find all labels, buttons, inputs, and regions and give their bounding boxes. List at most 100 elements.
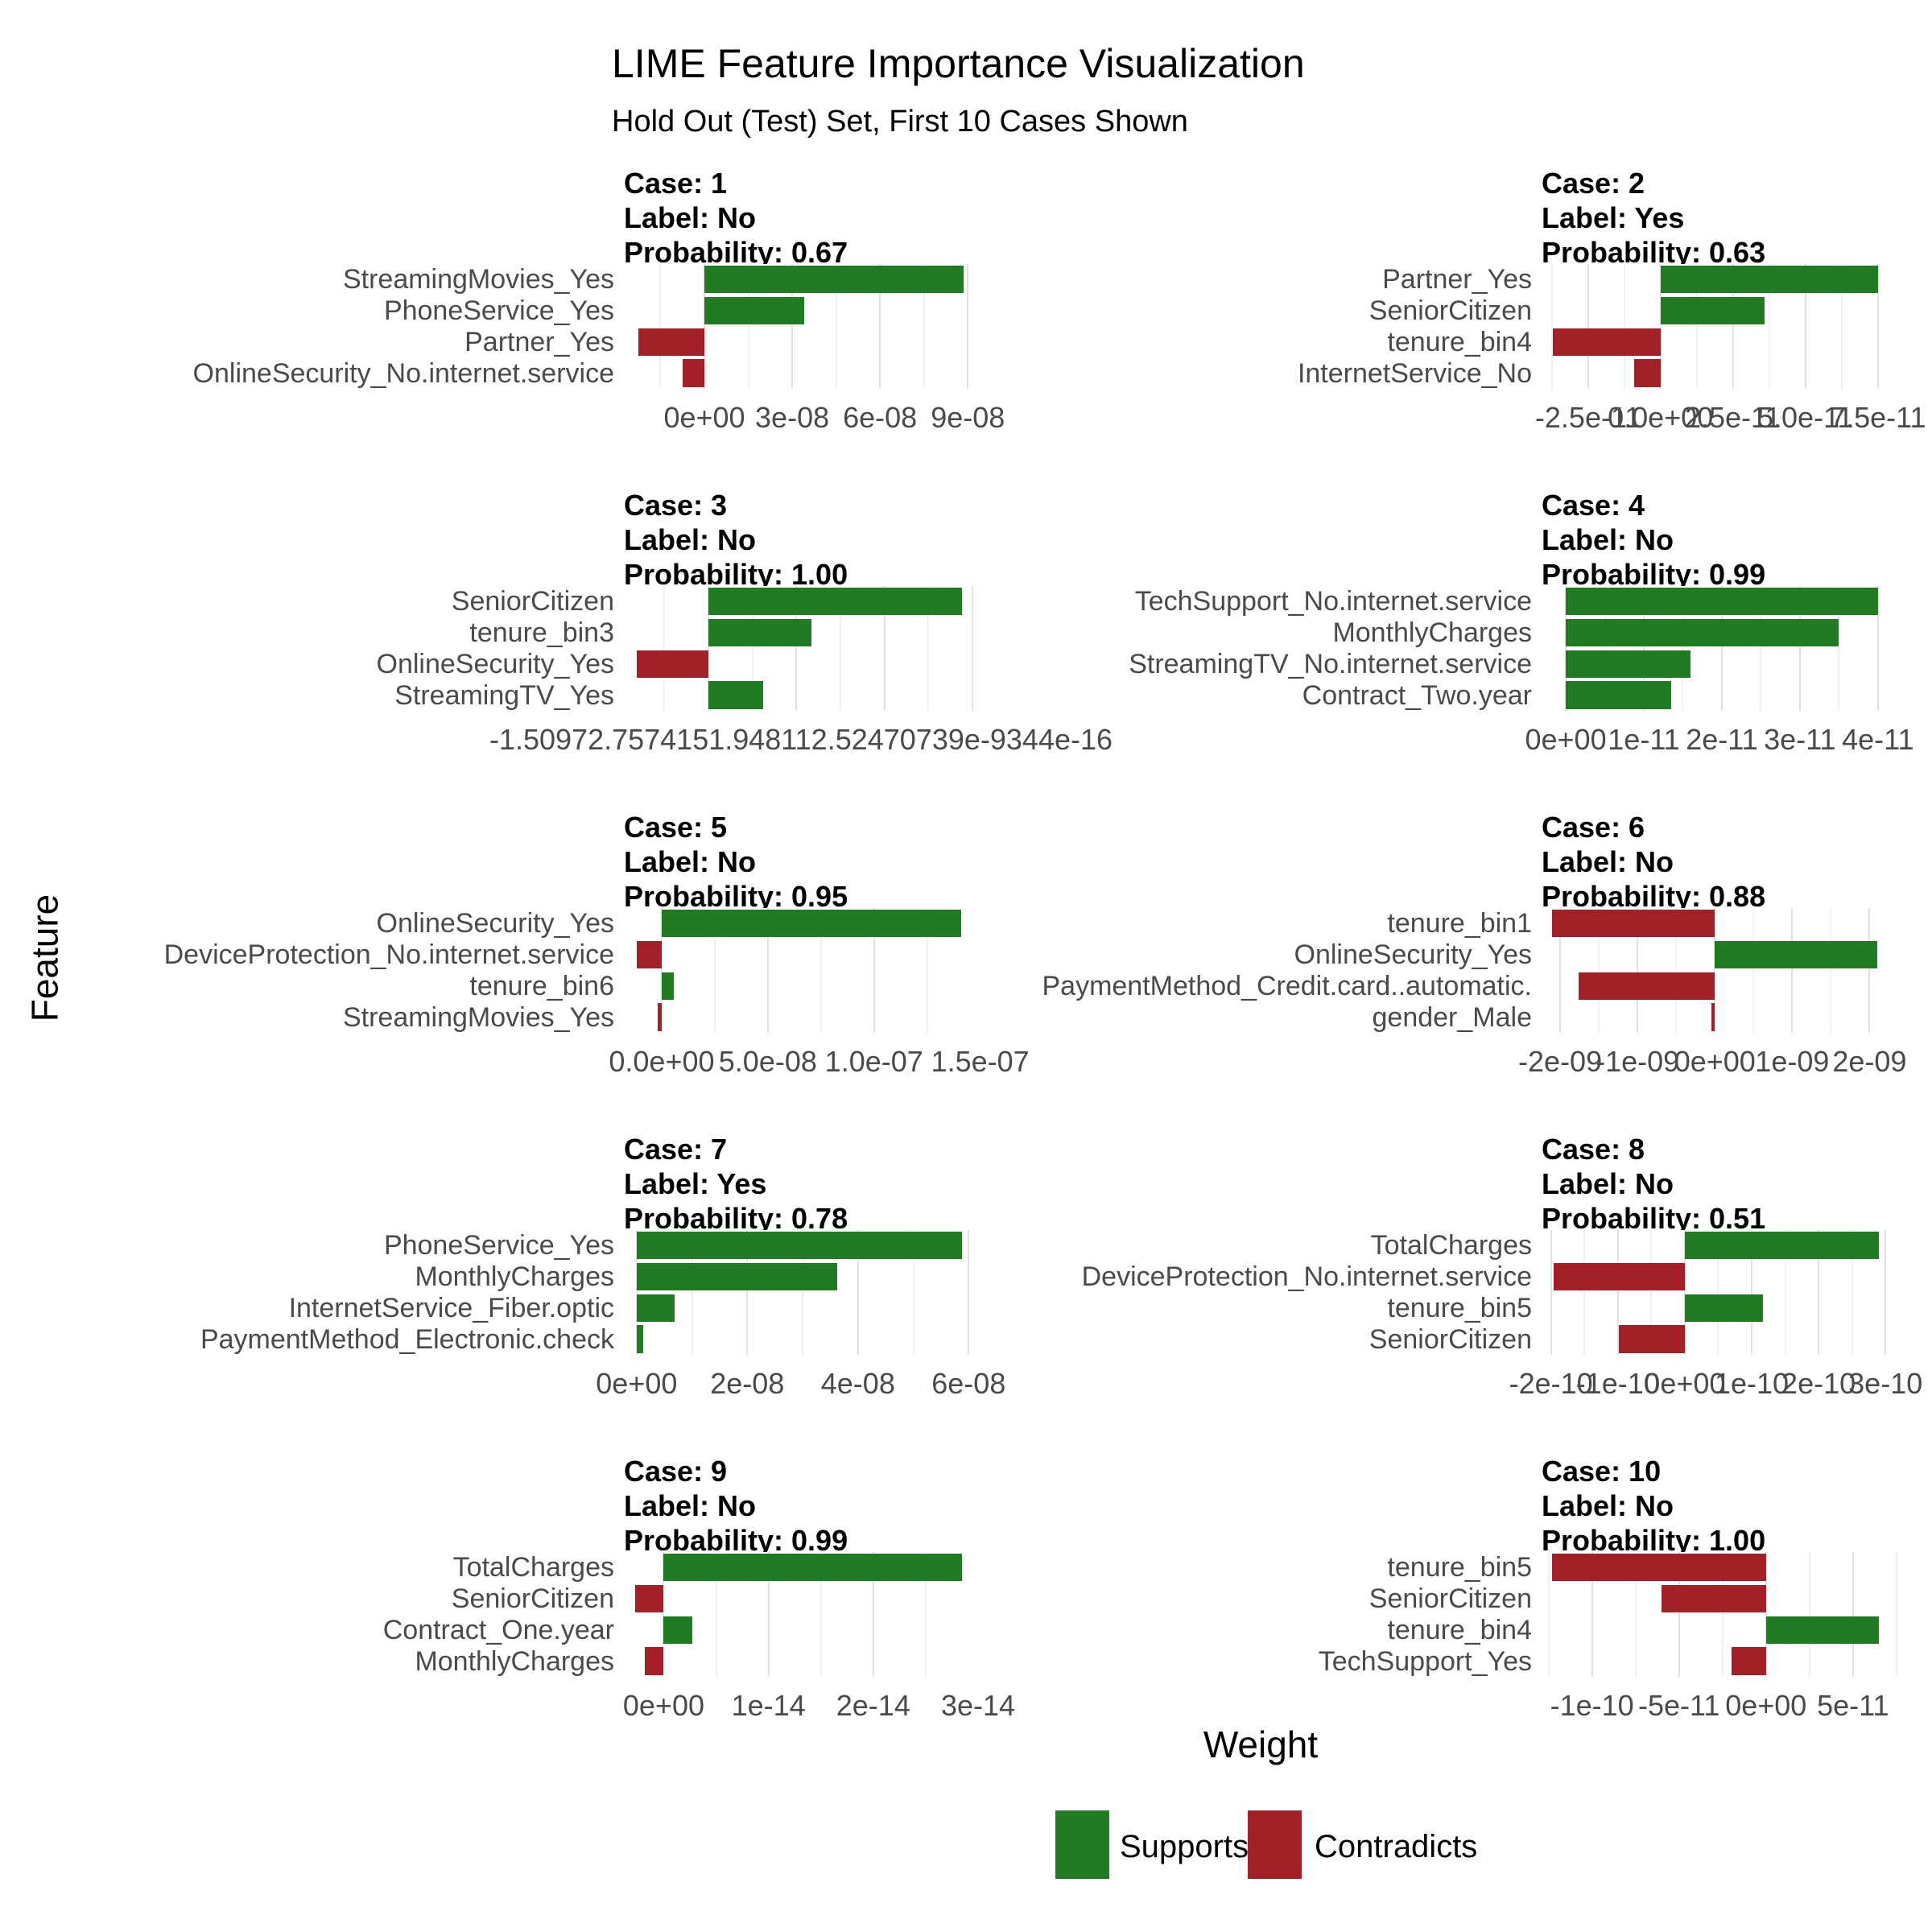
weight-bar — [1552, 910, 1715, 938]
gridline — [1591, 1552, 1593, 1677]
x-axis-tick-label: 0e+00 — [596, 1367, 678, 1400]
gridline — [857, 1230, 859, 1355]
facet-label-title: Label: Yes — [624, 1167, 767, 1200]
x-axis-tick-label: 0e+00 — [1644, 1367, 1726, 1400]
y-axis-label: StreamingTV_No.internet.service — [1129, 648, 1532, 679]
gridline — [927, 586, 930, 711]
gridline — [791, 264, 794, 389]
legend-label-contradicts: Contradicts — [1315, 1829, 1478, 1864]
weight-bar — [661, 972, 674, 1000]
gridline — [971, 586, 973, 711]
y-axis-label: PaymentMethod_Credit.card..automatic. — [1042, 970, 1532, 1001]
weight-bar — [1579, 972, 1715, 1000]
gridline — [1765, 1552, 1767, 1677]
x-axis-tick-label: -2e-09 — [1518, 1045, 1603, 1078]
gridline — [819, 1552, 822, 1677]
gridline — [1838, 586, 1840, 711]
gridline — [1682, 586, 1684, 711]
legend-swatch-contradicts — [1248, 1810, 1302, 1879]
case-panel — [624, 1552, 978, 1677]
gridline — [926, 908, 928, 1033]
legend-label-supports: Supports — [1120, 1829, 1249, 1864]
facet-label-title: Label: Yes — [1542, 201, 1685, 234]
gridline — [1768, 264, 1770, 389]
gridline — [1784, 1230, 1786, 1355]
weight-bar — [663, 1554, 963, 1582]
facet-case-title: Case: 6 — [1542, 811, 1645, 844]
weight-bar — [636, 1325, 644, 1353]
gridline — [1868, 908, 1871, 1033]
x-axis-tick-label: 1e-10 — [1714, 1367, 1789, 1400]
gridline — [1695, 264, 1698, 389]
gridline — [1876, 264, 1879, 389]
gridline — [1550, 1230, 1552, 1355]
case-panel — [1542, 1552, 1898, 1677]
gridline — [923, 264, 925, 389]
x-axis-tick-label: 3e-10 — [1848, 1367, 1923, 1400]
gridline — [1714, 908, 1716, 1033]
x-axis-tick-label: 1.0e-07 — [824, 1045, 923, 1078]
weight-bar — [1566, 650, 1691, 678]
gridline — [967, 264, 969, 389]
gridline — [751, 586, 753, 711]
gridline — [1791, 908, 1794, 1033]
gridline — [1752, 908, 1755, 1033]
weight-bar — [636, 1294, 675, 1322]
facet-label-title: Label: No — [1542, 1489, 1674, 1522]
y-axis-label: MonthlyCharges — [415, 1261, 614, 1293]
facet-probability-title: Probability: 0.88 — [1542, 880, 1766, 913]
gridline — [704, 264, 705, 389]
weight-bar — [635, 1584, 664, 1612]
gridline — [1587, 264, 1589, 389]
y-axis-label: StreamingTV_Yes — [394, 679, 614, 711]
x-axis-tick-label: 3e-08 — [755, 401, 830, 434]
facet-case-title: Case: 3 — [624, 489, 728, 522]
gridline — [1678, 1552, 1680, 1677]
gridline — [883, 586, 886, 711]
gridline — [1804, 264, 1806, 389]
gridline — [1852, 1552, 1854, 1677]
weight-bar — [1731, 1647, 1766, 1675]
gridline — [663, 586, 666, 711]
case-panel — [624, 1230, 978, 1355]
y-axis-label: TotalCharges — [452, 1552, 614, 1583]
weight-bar — [638, 328, 704, 356]
y-axis-label: InternetService_No — [1297, 357, 1532, 389]
facet-probability-title: Probability: 0.78 — [624, 1202, 848, 1235]
weight-bar — [704, 266, 964, 294]
case-panel — [1542, 586, 1898, 711]
y-axis-label: OnlineSecurity_Yes — [376, 908, 614, 939]
gridline — [767, 1552, 770, 1677]
weight-bar — [1684, 1294, 1764, 1322]
x-axis-tick-label: -2.5e-11 — [1534, 401, 1641, 434]
gridline — [1830, 908, 1832, 1033]
gridline — [707, 586, 709, 711]
gridline — [1840, 264, 1843, 389]
x-axis-tick-label: 1e-14 — [731, 1689, 806, 1722]
y-axis-label: tenure_bin5 — [1387, 1292, 1532, 1323]
weight-bar — [661, 910, 961, 938]
x-axis-tick-label: -1e-10 — [1550, 1689, 1634, 1722]
gridline — [713, 908, 716, 1033]
gridline — [912, 1230, 914, 1355]
gridline — [1851, 1230, 1853, 1355]
facet-case-title: Case: 8 — [1542, 1133, 1645, 1166]
y-axis-label: SeniorCitizen — [451, 1583, 614, 1615]
y-axis-label: Partner_Yes — [464, 326, 614, 357]
x-axis-tick-label: -2e-10 — [1509, 1367, 1593, 1400]
y-axis-label: PhoneService_Yes — [383, 1230, 614, 1261]
gridline — [1760, 586, 1762, 711]
gridline — [795, 586, 798, 711]
weight-bar — [1566, 618, 1839, 646]
gridline — [1683, 1230, 1686, 1355]
facet-label-title: Label: No — [624, 845, 757, 878]
weight-bar — [708, 618, 812, 646]
x-axis-tick-label: 4e-08 — [820, 1367, 895, 1400]
x-axis-tick-label: 5.0e-08 — [718, 1045, 817, 1078]
facet-case-title: Case: 2 — [1542, 167, 1645, 200]
gridline — [1876, 586, 1879, 711]
gridline — [1583, 1230, 1586, 1355]
weight-bar — [1660, 296, 1765, 324]
weight-bar — [637, 940, 662, 968]
plot-subtitle: Hold Out (Test) Set, First 10 Cases Show… — [612, 105, 1188, 138]
